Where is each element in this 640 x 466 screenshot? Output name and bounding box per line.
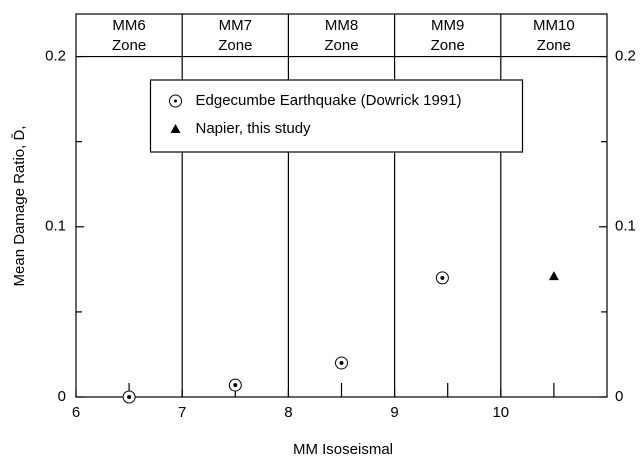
zone-label: Zone: [537, 37, 571, 54]
zone-label: MM8: [325, 17, 358, 34]
point: [122, 390, 136, 404]
point-part: [233, 383, 238, 388]
y-tick-label-right: 0: [615, 388, 623, 405]
legend-label: Napier, this study: [196, 120, 312, 137]
y-tick-label: 0: [58, 388, 66, 405]
y-tick-label-right: 0.2: [615, 48, 636, 65]
x-tick-label: 6: [72, 404, 80, 421]
y-tick-label-right: 0.1: [615, 218, 636, 235]
x-tick-label: 9: [390, 404, 398, 421]
point-part: [127, 395, 132, 399]
point: [435, 271, 449, 285]
zone-label: Zone: [218, 37, 252, 54]
zone-label: Zone: [431, 37, 465, 54]
point: [335, 356, 348, 370]
zone-label: MM7: [219, 17, 252, 34]
point-part: [440, 275, 445, 280]
legend-marker-dot: [174, 99, 177, 103]
x-tick-label: 8: [284, 404, 292, 421]
y-tick-label: 0.1: [45, 218, 66, 235]
x-tick-label: 7: [178, 404, 186, 421]
plot-frame: [75, 13, 608, 398]
point: [228, 378, 242, 392]
zone-label: Zone: [324, 37, 358, 54]
zone-label: Zone: [112, 37, 146, 54]
point: [548, 271, 559, 281]
x-tick-label: 10: [492, 404, 509, 421]
x-axis-label: MM Isoseismal: [293, 441, 393, 458]
zone-label: MM9: [431, 17, 464, 34]
legend-box: [149, 79, 524, 153]
legend-marker: [170, 124, 181, 133]
zone-label: MM6: [112, 17, 145, 34]
y-axis-label: Mean Damage Ratio, D̄,: [11, 126, 28, 287]
zone-label: MM10: [533, 17, 575, 34]
y-tick-label: 0.2: [45, 48, 66, 65]
legend-label: Edgecumbe Earthquake (Dowrick 1991): [196, 92, 462, 109]
point-part: [339, 360, 344, 365]
